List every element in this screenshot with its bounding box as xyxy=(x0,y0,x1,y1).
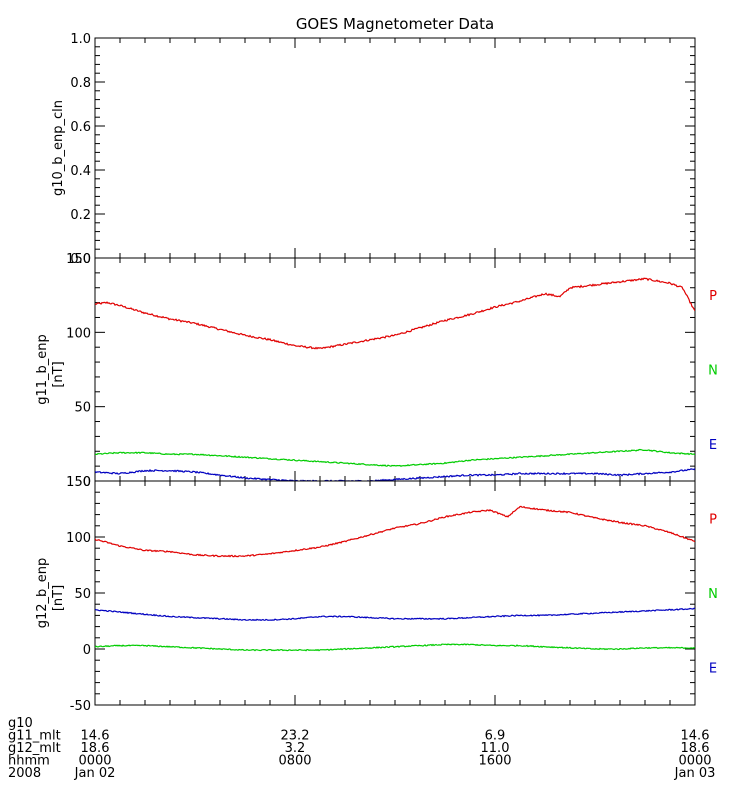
panel-frame xyxy=(94,37,696,259)
plot-panels: 0.0 0.2 0.4 0.6 0.8 1.0 g10_b_enp_cln 0 50 100 150… xyxy=(35,32,718,714)
legend-label-N: N xyxy=(708,587,718,602)
x-row-name: g12_mlt xyxy=(8,741,61,756)
legend-label-E: E xyxy=(709,662,717,677)
series-line-P xyxy=(95,505,695,558)
series-line-E xyxy=(95,607,695,622)
panel-frame xyxy=(94,257,696,482)
x-tick-label: 6.9 xyxy=(485,729,506,744)
series-line-N xyxy=(95,448,695,468)
y-tick-label: 100 xyxy=(66,326,91,341)
x-tick-label: 0800 xyxy=(278,754,311,769)
x-tick-label: 0000 xyxy=(78,754,111,769)
y-axis-label: g12_b_enp xyxy=(35,558,50,629)
x-tick-label: 3.2 xyxy=(285,741,306,756)
y-axis-unit: [nT] xyxy=(51,585,66,611)
panel-g10: 0.0 0.2 0.4 0.6 0.8 1.0 g10_b_enp_cln xyxy=(51,32,696,267)
x-row-name: 2008 xyxy=(8,766,41,781)
y-tick-label: 1.0 xyxy=(70,32,91,47)
x-tick-label: Jan 03 xyxy=(674,766,716,781)
y-tick-label: 0.4 xyxy=(70,164,91,179)
y-tick-label: 150 xyxy=(66,475,91,490)
y-tick-label: -50 xyxy=(70,699,91,714)
y-tick-label: 0.6 xyxy=(70,120,91,135)
legend-label-P: P xyxy=(709,512,717,527)
chart-title: GOES Magnetometer Data xyxy=(296,15,494,33)
series-line-P xyxy=(95,277,695,350)
series-line-N xyxy=(95,643,695,652)
y-tick-label: 0.2 xyxy=(70,208,91,223)
x-tick-label: Jan 02 xyxy=(74,766,116,781)
legend-label-E: E xyxy=(709,438,717,453)
x-tick-label: 18.6 xyxy=(681,741,710,756)
y-tick-label: 0.8 xyxy=(70,76,91,91)
x-tick-label: 18.6 xyxy=(81,741,110,756)
x-row-name: hhmm xyxy=(8,754,50,769)
x-row-name: g10 xyxy=(8,716,33,731)
x-tick-label: 1600 xyxy=(478,754,511,769)
x-tick-label: 23.2 xyxy=(281,729,310,744)
y-tick-label: 50 xyxy=(74,401,91,416)
panel-g12: -50 0 50 100 150 g12_b_enp [nT] P N E xyxy=(35,475,718,714)
x-row-name: g11_mlt xyxy=(8,729,61,744)
y-axis-unit: [nT] xyxy=(51,361,66,387)
y-axis-label: g10_b_enp_cln xyxy=(51,100,66,196)
y-tick-label: 0 xyxy=(83,475,91,490)
legend-label-N: N xyxy=(708,364,718,379)
y-tick-label: 100 xyxy=(66,531,91,546)
panel-frame xyxy=(94,480,696,706)
x-tick-label: 11.0 xyxy=(481,741,510,756)
panel-g11: 0 50 100 150 g11_b_enp [nT] P N E xyxy=(35,252,718,490)
y-tick-label: 0 xyxy=(83,643,91,658)
legend-label-P: P xyxy=(709,289,717,304)
y-axis-label: g11_b_enp xyxy=(35,334,50,405)
x-tick-label: 14.6 xyxy=(681,729,710,744)
y-tick-label: 50 xyxy=(74,587,91,602)
y-tick-label: 150 xyxy=(66,252,91,267)
x-tick-label: 14.6 xyxy=(81,729,110,744)
y-tick-label: 0.0 xyxy=(70,252,91,267)
series-line-E xyxy=(95,468,695,481)
x-tick-label: 0000 xyxy=(678,754,711,769)
